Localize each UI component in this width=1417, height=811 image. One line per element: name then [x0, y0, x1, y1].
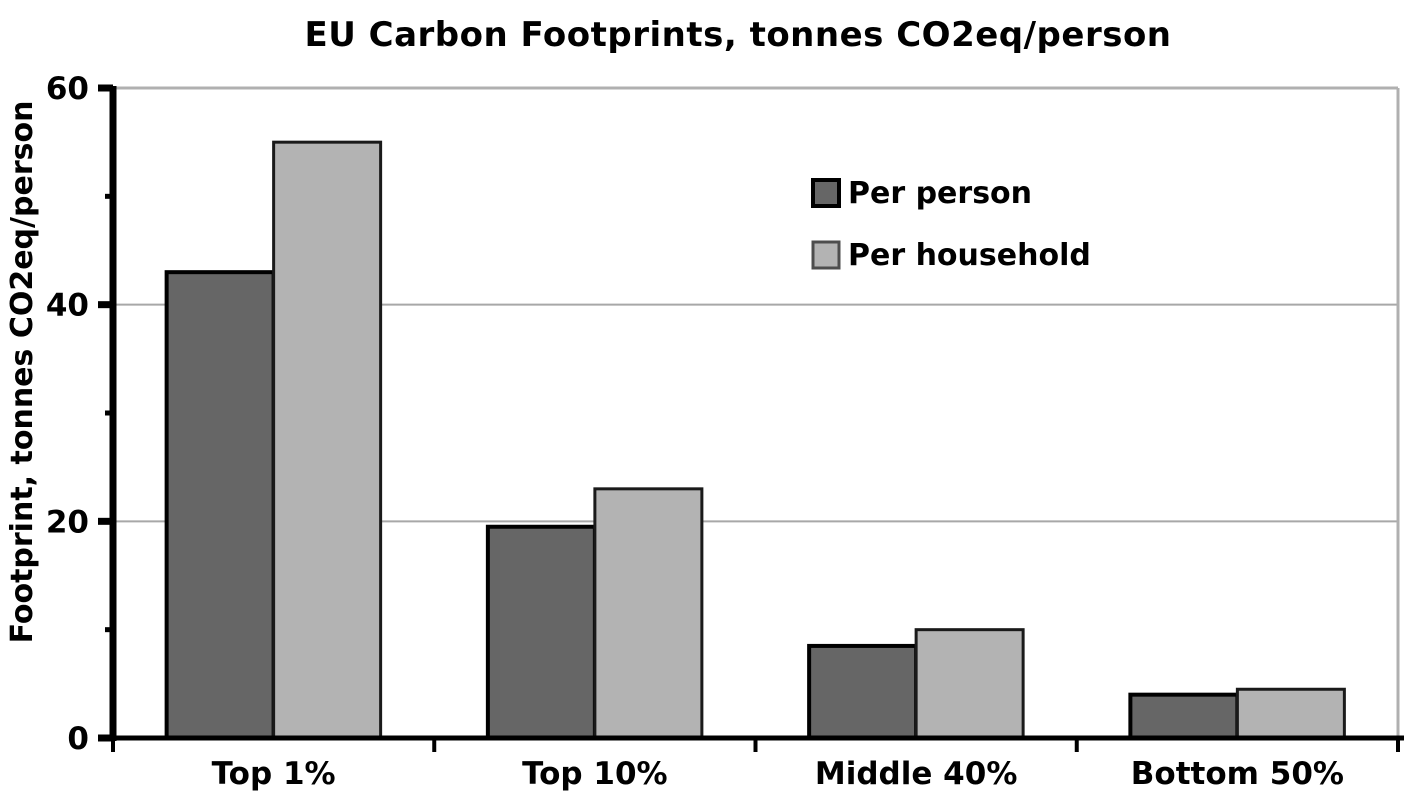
y-tick-label-20: 20 — [46, 504, 89, 540]
legend-label-per-person: Per person — [848, 176, 1032, 211]
chart-plot-area: 0 20 40 60 Top 1% Top 10% Middle 40% Bottom 50%… — [46, 71, 1404, 792]
x-axis-label-top-1: Top 1% — [212, 756, 336, 792]
bar-per-person-top-10 — [485, 524, 597, 740]
x-axis-label-middle-40: Middle 40% — [815, 756, 1018, 792]
y-tick-label-40: 40 — [46, 288, 89, 324]
bar-per-person-top-1 — [164, 270, 276, 740]
y-tick-label-60: 60 — [46, 71, 89, 107]
chart-title: EU Carbon Footprints, tonnes CO2eq/perso… — [304, 15, 1171, 55]
bar-per-person-bottom-50 — [1128, 692, 1240, 741]
x-axis-label-top-10: Top 10% — [522, 756, 668, 792]
legend-label-per-household: Per household — [848, 238, 1091, 273]
y-tick-label-0: 0 — [67, 721, 89, 757]
bar-per-household-top-1 — [272, 140, 383, 740]
bar-per-household-top-10 — [593, 487, 704, 740]
x-axis-label-bottom-50: Bottom 50% — [1131, 756, 1344, 792]
bar-per-household-middle-40 — [914, 628, 1025, 740]
legend-swatch-per-person — [811, 178, 841, 208]
legend-swatch-per-household — [811, 240, 841, 270]
bar-per-person-middle-40 — [807, 643, 919, 741]
y-axis-label: Footprint, tonnes CO2eq/person — [5, 101, 40, 644]
bar-per-household-bottom-50 — [1235, 687, 1346, 740]
